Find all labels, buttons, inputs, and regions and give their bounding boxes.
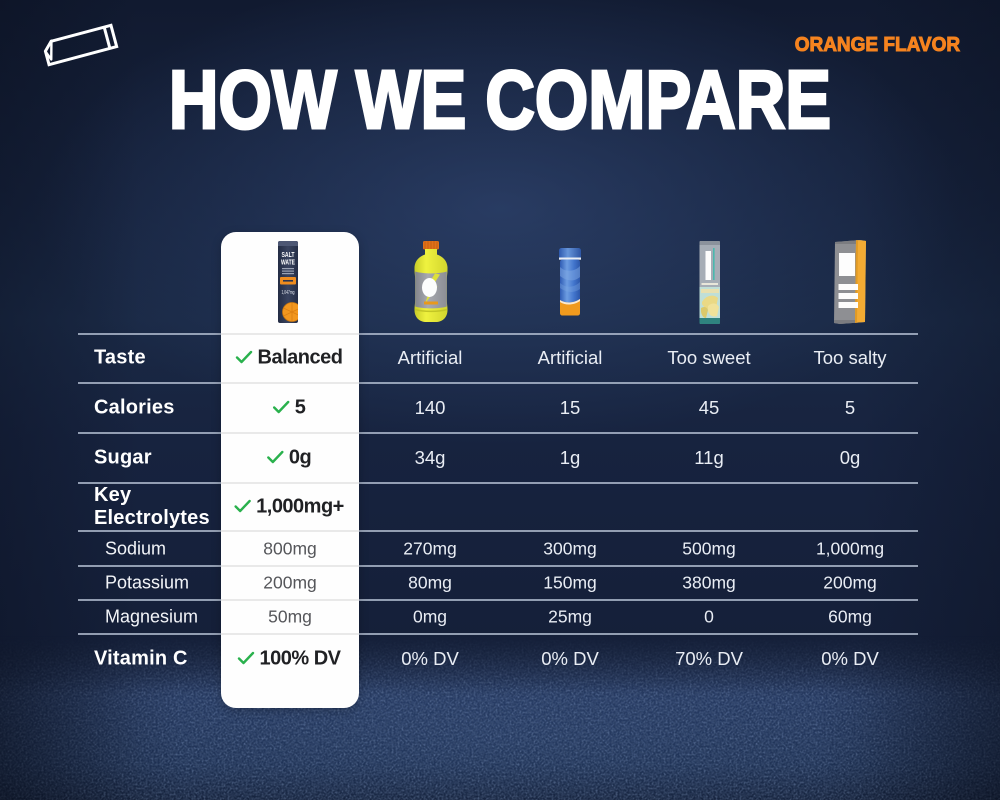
svg-text:WATE: WATE: [281, 260, 295, 267]
svg-text:SALT: SALT: [282, 252, 296, 259]
svg-text:1,047mg: 1,047mg: [282, 290, 295, 296]
